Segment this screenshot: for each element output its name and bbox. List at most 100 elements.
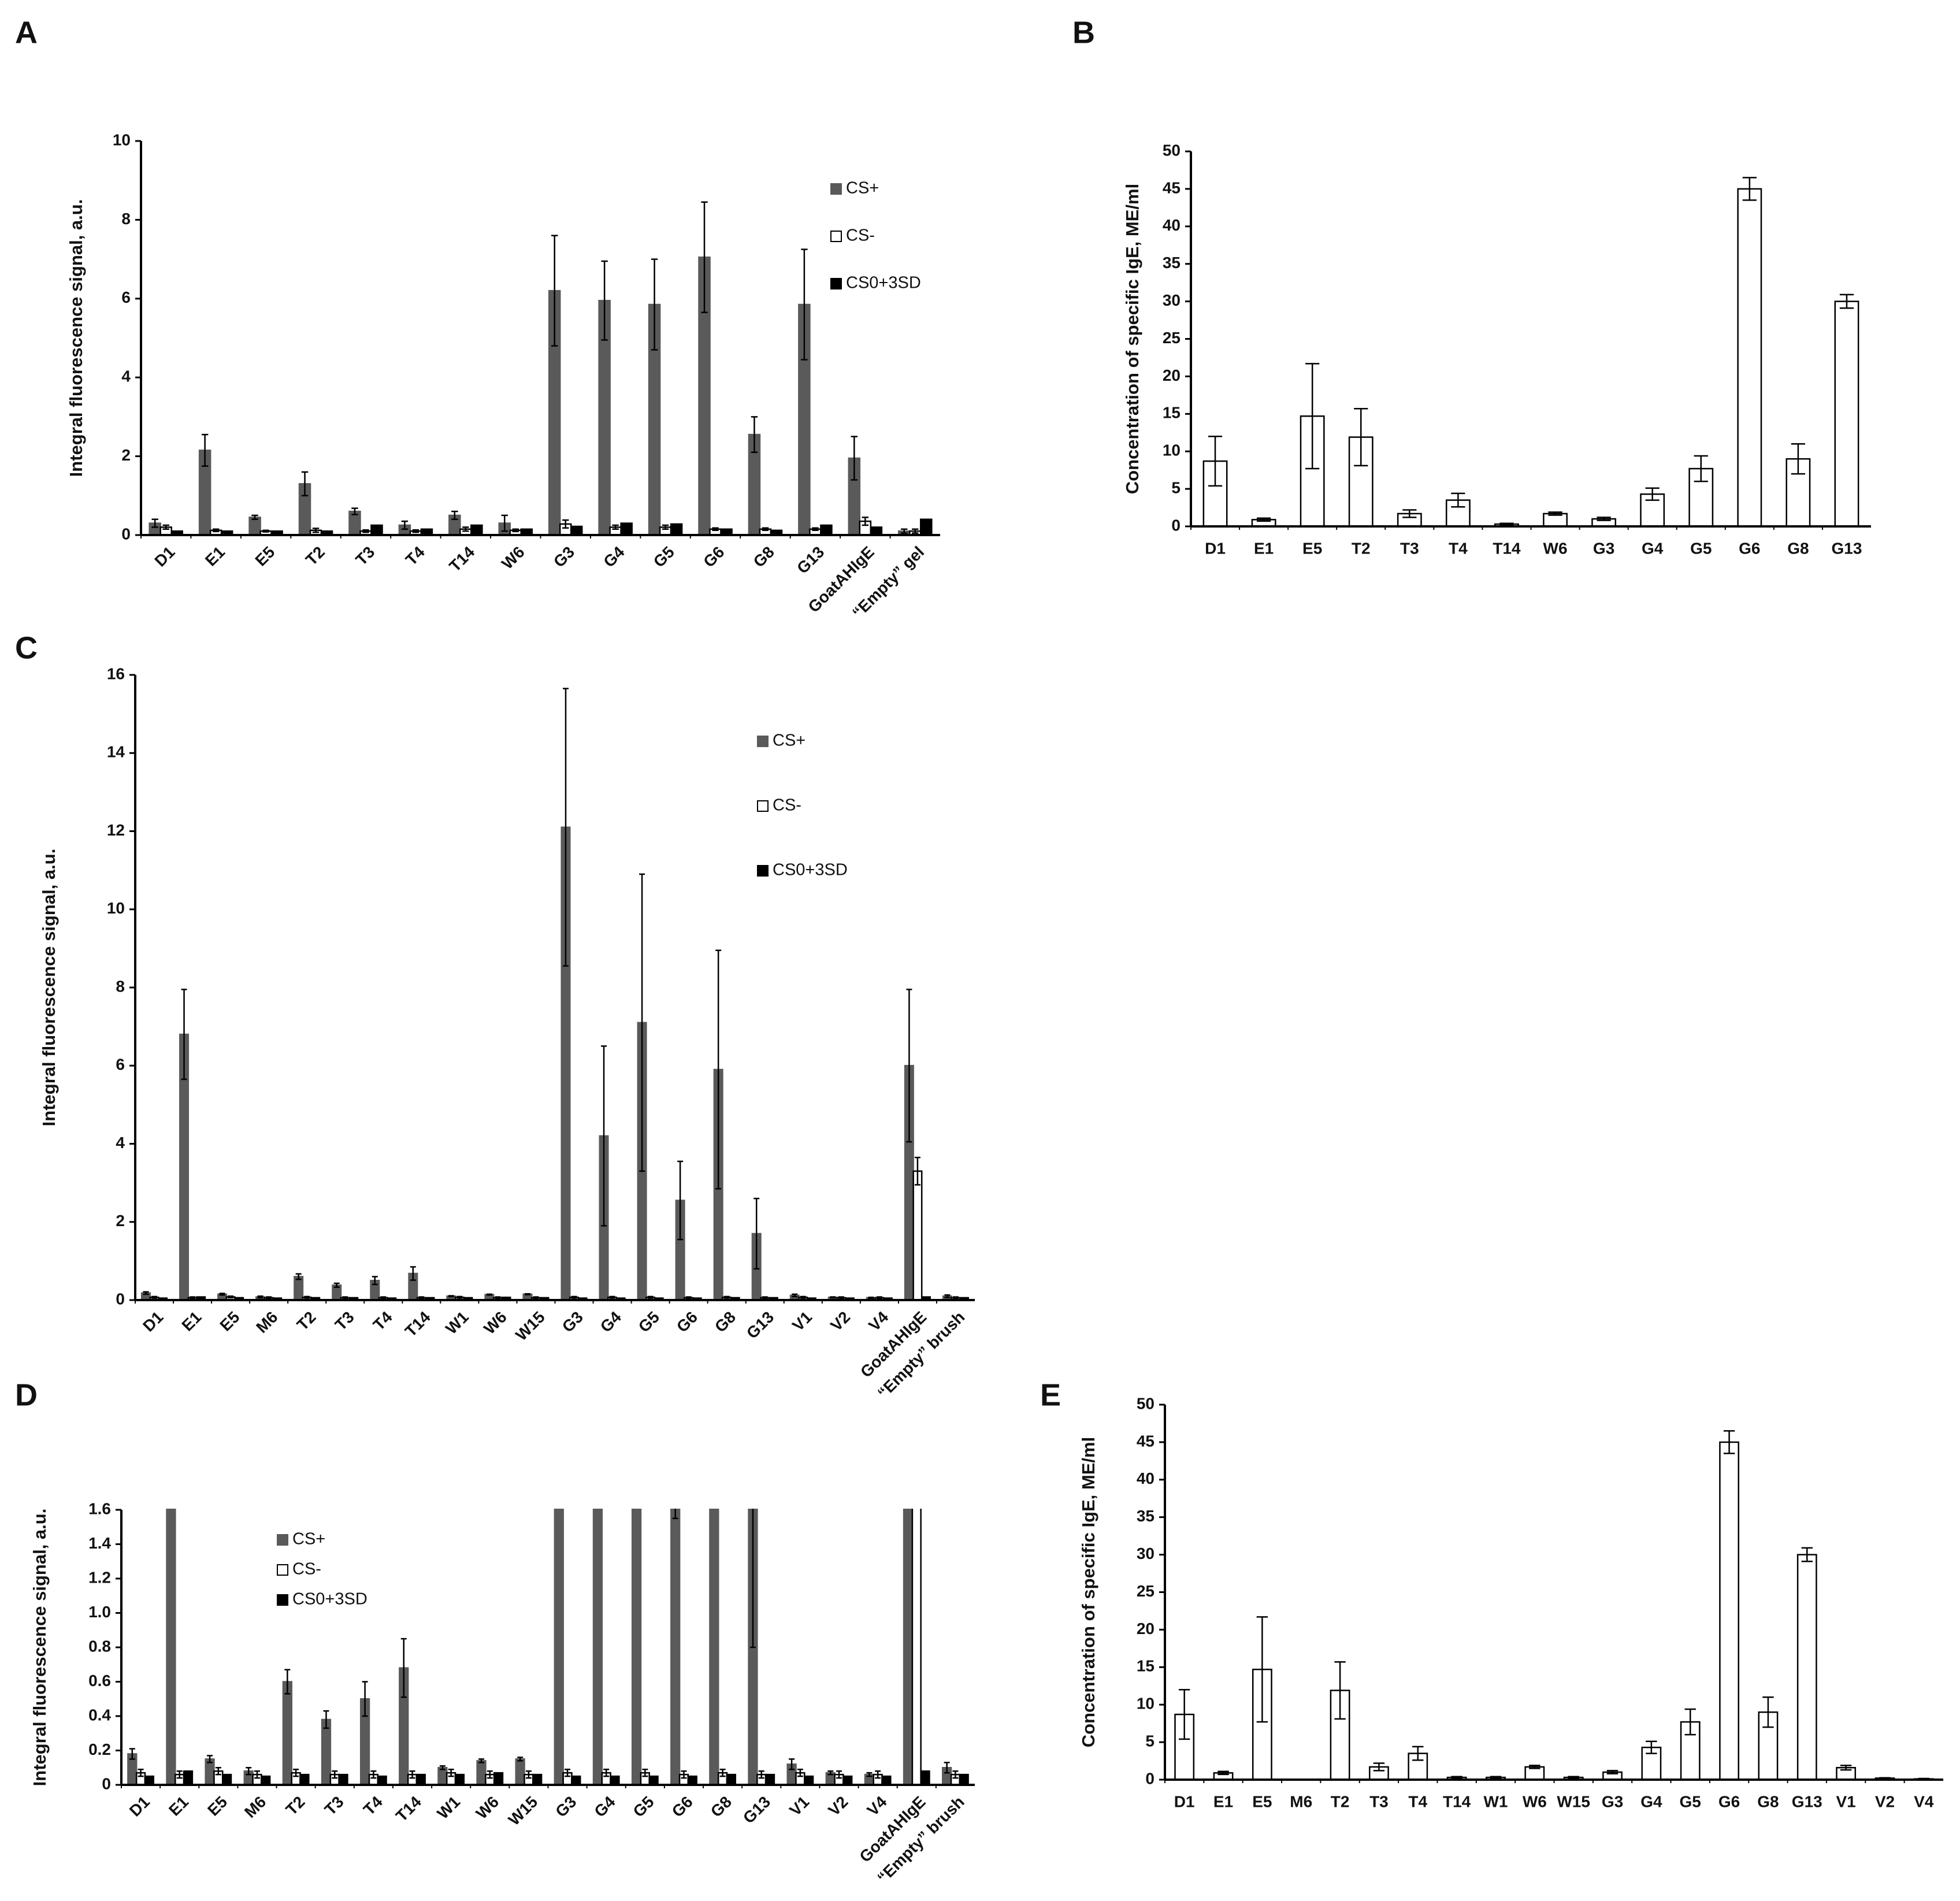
error-bar bbox=[1646, 1740, 1657, 1754]
y-tick-label: 0.2 bbox=[88, 1740, 111, 1758]
bar bbox=[670, 1509, 681, 1786]
x-tick-label: T3 bbox=[1400, 539, 1419, 557]
error-bar bbox=[380, 1296, 387, 1299]
error-bar bbox=[138, 1768, 144, 1777]
y-tick-label: 0 bbox=[102, 1774, 111, 1792]
error-bar bbox=[1840, 1765, 1852, 1771]
x-tick-label: T14 bbox=[402, 1308, 434, 1340]
x-tick-label: G6 bbox=[700, 543, 727, 571]
bar bbox=[437, 1767, 448, 1786]
error-bar bbox=[495, 1296, 501, 1299]
error-bar bbox=[868, 1297, 874, 1299]
error-bar bbox=[762, 1296, 768, 1299]
error-bar bbox=[1217, 1770, 1229, 1776]
error-bar bbox=[295, 1273, 302, 1280]
error-bar bbox=[1402, 509, 1417, 518]
error-bar bbox=[952, 1770, 959, 1779]
error-bar bbox=[1256, 1616, 1268, 1723]
x-tick-label: V1 bbox=[789, 1308, 815, 1335]
y-tick-label: 14 bbox=[107, 743, 125, 761]
bar bbox=[1785, 458, 1811, 528]
error-bar bbox=[647, 1295, 654, 1299]
plot-area bbox=[140, 688, 970, 1301]
error-bar bbox=[1742, 177, 1757, 201]
error-bar bbox=[219, 1293, 225, 1296]
error-bar bbox=[486, 1293, 492, 1296]
x-tick-label: W15 bbox=[1557, 1792, 1590, 1810]
x-tick-label: G8 bbox=[707, 1793, 735, 1821]
plot-area bbox=[1202, 177, 1859, 528]
bar bbox=[166, 1509, 176, 1786]
bar bbox=[370, 524, 383, 536]
x-tick-label: G5 bbox=[1680, 1792, 1701, 1810]
error-bar bbox=[1879, 1777, 1891, 1780]
x-tick-label: G5 bbox=[629, 1793, 657, 1821]
x-tick-label: G6 bbox=[1739, 539, 1760, 557]
bar bbox=[648, 1775, 659, 1786]
error-bar bbox=[251, 514, 258, 520]
error-bar bbox=[712, 527, 719, 532]
error-bar bbox=[1305, 363, 1320, 470]
error-bar bbox=[1257, 517, 1271, 522]
y-tick-label: 10 bbox=[1163, 441, 1181, 459]
error-bar bbox=[556, 0, 562, 315]
bar bbox=[454, 1773, 465, 1786]
error-bar bbox=[181, 989, 187, 1081]
error-bar bbox=[1791, 443, 1805, 475]
x-tick-label: T4 bbox=[370, 1308, 396, 1334]
bar bbox=[299, 1773, 310, 1786]
error-bar bbox=[1529, 1765, 1540, 1769]
y-tick-label: 10 bbox=[107, 899, 125, 917]
error-bar bbox=[448, 1295, 454, 1298]
y-tick-label: 0 bbox=[121, 525, 131, 543]
error-bar bbox=[753, 1197, 760, 1270]
y-tick-label: 0.6 bbox=[88, 1672, 111, 1690]
error-bar bbox=[595, 667, 600, 1458]
x-tick-label: E1 bbox=[178, 1308, 205, 1335]
error-bar bbox=[792, 1293, 798, 1298]
error-bar bbox=[410, 1266, 416, 1281]
error-bar bbox=[751, 416, 758, 454]
error-bar bbox=[1684, 1708, 1696, 1736]
legend-swatch bbox=[830, 183, 842, 195]
bar bbox=[881, 1775, 892, 1786]
error-bar bbox=[662, 524, 669, 530]
x-tick-label: G4 bbox=[591, 1792, 619, 1821]
x-tick-label: D1 bbox=[126, 1793, 153, 1820]
error-bar bbox=[342, 1296, 348, 1299]
x-tick-label: T3 bbox=[321, 1793, 347, 1819]
bar bbox=[842, 1775, 853, 1786]
x-tick-label: W1 bbox=[442, 1308, 472, 1338]
x-tick-label: G8 bbox=[1787, 539, 1809, 557]
x-tick-label: E1 bbox=[165, 1793, 192, 1820]
bar bbox=[920, 518, 933, 536]
error-bar bbox=[952, 1296, 959, 1299]
y-tick-label: 1.6 bbox=[88, 1499, 111, 1517]
panel-letter: A bbox=[15, 15, 38, 50]
bar bbox=[726, 1773, 737, 1786]
plot-area bbox=[149, 201, 933, 536]
panel-letter: B bbox=[1072, 15, 1095, 50]
chart-panel: E Concentration of specific IgE, ME/ml 0 5 1… bbox=[1040, 1378, 1943, 1810]
error-bar bbox=[143, 1291, 149, 1295]
x-tick-label: T3 bbox=[352, 543, 378, 569]
x-tick-label: W6 bbox=[1543, 539, 1568, 557]
y-tick-label: 8 bbox=[121, 210, 131, 228]
x-tick-label: W1 bbox=[1483, 1792, 1508, 1810]
legend-label: CS- bbox=[292, 1560, 321, 1579]
x-tick-label: G13 bbox=[1792, 1792, 1822, 1810]
y-tick-label: 2 bbox=[116, 1212, 125, 1230]
y-tick-label: 40 bbox=[1163, 216, 1181, 234]
x-tick-label: E5 bbox=[1252, 1792, 1272, 1810]
bar bbox=[532, 1773, 543, 1786]
error-bar bbox=[1334, 1661, 1346, 1720]
error-bar bbox=[603, 1768, 610, 1777]
x-tick-label: E5 bbox=[216, 1308, 243, 1335]
error-bar bbox=[1568, 1776, 1579, 1779]
error-bar bbox=[914, 1156, 920, 1186]
bar bbox=[764, 1773, 775, 1786]
error-bar bbox=[944, 1762, 950, 1774]
y-tick-label: 30 bbox=[1163, 291, 1181, 309]
error-bar bbox=[875, 1770, 881, 1779]
